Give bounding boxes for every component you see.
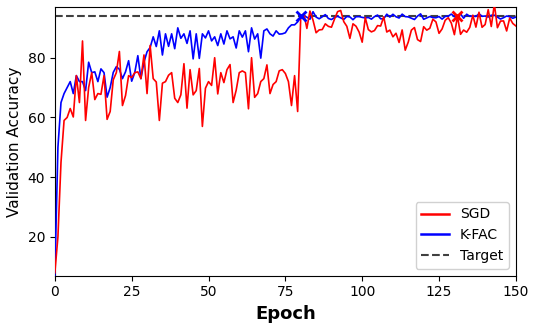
Legend: SGD, K-FAC, Target: SGD, K-FAC, Target <box>416 202 509 269</box>
Y-axis label: Validation Accuracy: Validation Accuracy <box>7 66 22 216</box>
X-axis label: Epoch: Epoch <box>255 305 316 323</box>
